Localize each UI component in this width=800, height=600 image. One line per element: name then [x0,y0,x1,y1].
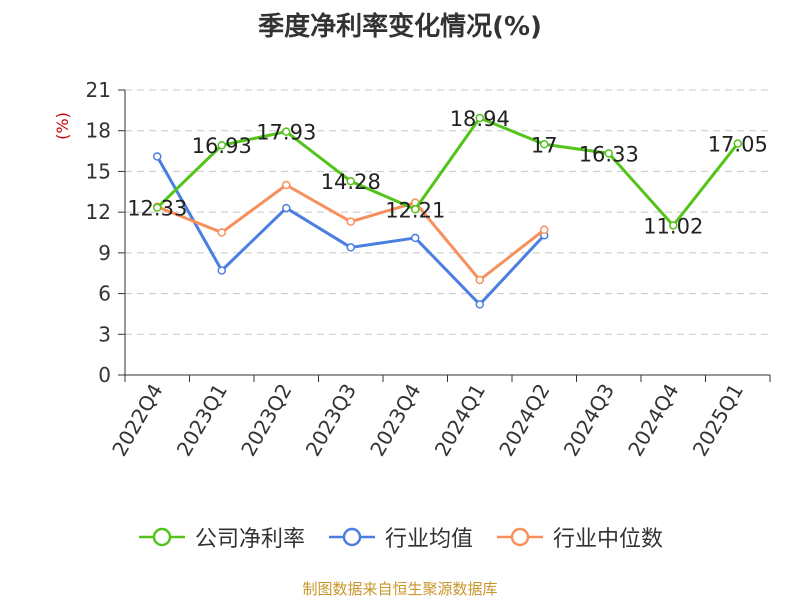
legend-marker-icon [328,527,375,547]
x-tick-label: 2024Q3 [559,380,619,461]
x-tick-label: 2024Q1 [430,380,490,461]
legend-label: 公司净利率 [194,527,305,552]
data-point [217,140,226,150]
data-point [217,266,226,275]
x-tick-label: 2023Q3 [301,380,361,461]
data-point [604,149,613,158]
legend-label: 行业中位数 [553,527,664,552]
source-note: 制图数据来自恒生聚源数据库 [302,580,498,598]
legend-item[interactable]: 公司净利率 [137,521,305,553]
legend-label: 行业均值 [384,527,473,552]
x-tick-label: 2024Q4 [623,380,683,461]
legend-item[interactable]: 行业均值 [327,521,473,553]
series-line [156,116,739,227]
data-point [475,300,484,309]
data-point [282,203,291,213]
y-tick-label: 0 [98,363,111,387]
data-point [153,203,162,212]
data-label: 11.02 [643,214,703,238]
data-point [475,275,484,285]
y-tick-label: 3 [98,322,111,346]
data-point [540,140,549,149]
legend: 公司净利率 行业均值 行业中位数 [0,520,800,554]
legend-marker-icon [497,527,543,547]
data-point [475,113,484,123]
data-label: 14.28 [321,170,381,194]
data-point [411,233,420,243]
data-label: 17.05 [708,133,768,157]
data-point [346,243,355,252]
data-point [153,152,162,161]
data-point [217,228,226,237]
data-point [669,221,678,230]
data-label: 17 [531,133,558,157]
x-tick-label: 2022Q4 [107,380,167,461]
data-label: 16.93 [192,134,252,158]
data-point [346,176,355,186]
data-label: 16.33 [579,142,639,166]
data-label: 12.33 [127,197,187,221]
x-tick-label: 2023Q1 [172,380,232,461]
x-tick-label: 2023Q4 [365,380,425,461]
data-point [282,180,291,190]
series-line [156,183,546,282]
y-tick-label: 6 [98,282,111,306]
y-axis-label: (%) [53,112,72,140]
data-point [282,127,291,136]
legend-marker-icon [138,527,185,547]
y-tick-label: 18 [86,119,111,143]
data-point [540,225,549,235]
y-tick-label: 15 [86,159,111,183]
legend-item[interactable]: 行业中位数 [495,521,663,553]
data-label: 17.93 [256,121,316,145]
y-tick-label: 21 [86,78,111,102]
data-point [411,205,420,214]
data-label: 18.94 [450,107,510,131]
data-point [346,217,355,226]
y-tick-label: 9 [98,241,111,265]
x-tick-label: 2024Q2 [494,380,554,461]
chart-title: 季度净利率变化情况(%) [258,12,542,42]
x-tick-label: 2023Q2 [236,380,296,461]
y-tick-label: 12 [86,200,111,224]
data-point [733,139,742,148]
data-label: 12.21 [385,198,445,222]
x-tick-label: 2025Q1 [688,380,748,461]
